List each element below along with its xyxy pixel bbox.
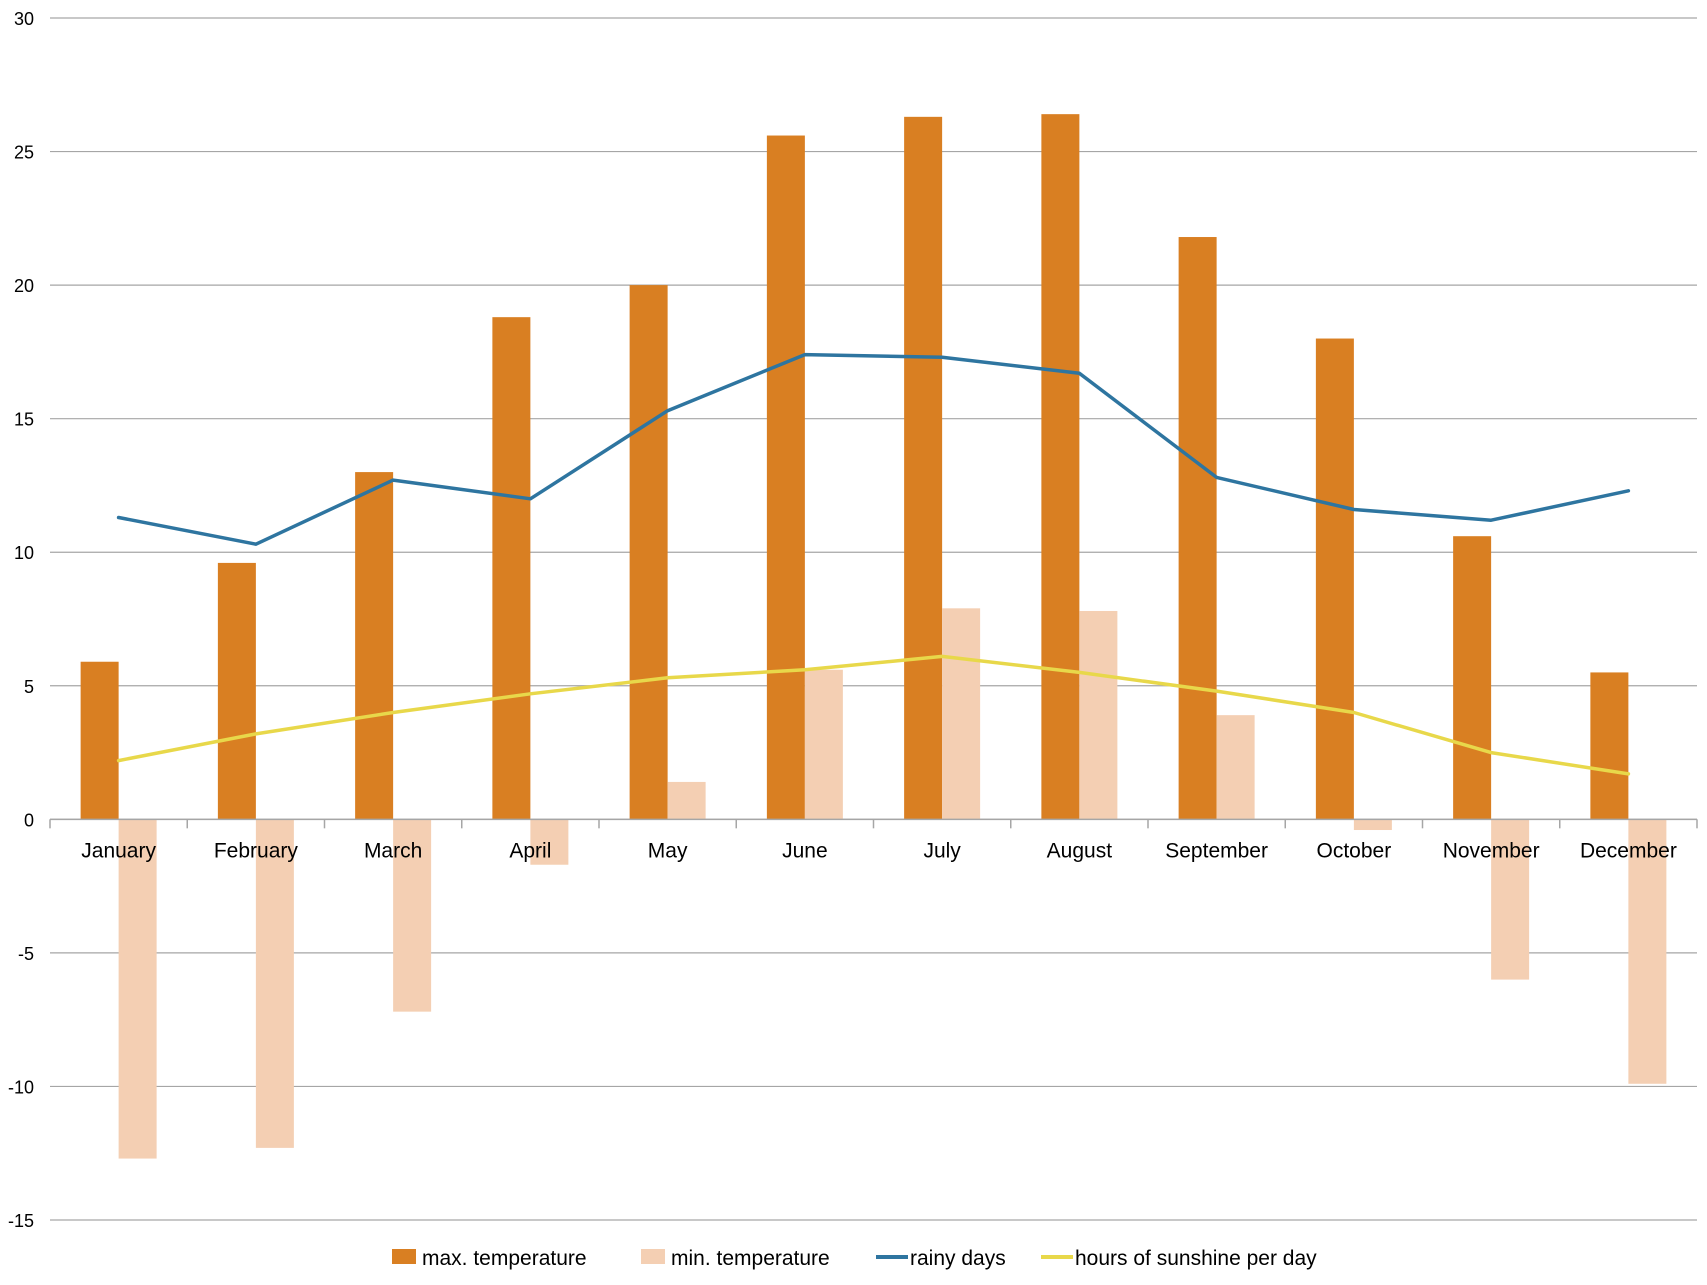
x-tick-label: June <box>782 839 828 862</box>
y-tick-label: -5 <box>18 944 34 964</box>
bar-min-temperature <box>1353 819 1392 831</box>
legend-label: hours of sunshine per day <box>1075 1247 1317 1270</box>
bar-max-temperature <box>217 562 256 820</box>
bar-min-temperature <box>667 781 706 820</box>
bar-min-temperature <box>1079 610 1118 820</box>
x-tick-label: October <box>1317 839 1392 862</box>
bar-max-temperature <box>904 116 943 820</box>
legend: max. temperature min. temperature rainy da… <box>392 1247 1317 1270</box>
lines <box>116 352 1631 776</box>
x-tick-label: September <box>1165 839 1268 862</box>
x-axis <box>49 818 1698 829</box>
bar-max-temperature <box>1590 672 1629 820</box>
bar-max-temperature <box>766 135 805 820</box>
bar-max-temperature <box>492 317 531 820</box>
gridlines <box>50 17 1697 1221</box>
bar-min-temperature <box>255 819 294 1148</box>
y-tick-label: 10 <box>14 543 34 563</box>
bar-min-temperature <box>530 819 569 865</box>
x-tick-label: January <box>81 839 156 862</box>
line-sunshine-hours <box>116 654 1631 776</box>
x-tick-label: December <box>1580 839 1677 862</box>
legend-swatch <box>641 1249 665 1264</box>
x-tick-label: November <box>1443 839 1540 862</box>
bar-min-temperature <box>118 819 157 1159</box>
x-tick-label: March <box>364 839 422 862</box>
bar-max-temperature <box>1178 237 1217 820</box>
bar-min-temperature <box>804 669 843 820</box>
x-tick-label: July <box>923 839 961 862</box>
legend-label: max. temperature <box>422 1247 587 1270</box>
bar-min-temperature <box>1491 819 1530 980</box>
legend-label: rainy days <box>910 1247 1006 1270</box>
x-tick-label: April <box>509 839 551 862</box>
line-rainy-days <box>116 352 1631 546</box>
y-tick-label: 15 <box>14 410 34 430</box>
bar-min-temperature <box>1628 819 1667 1084</box>
bar-max-temperature <box>629 285 668 820</box>
y-tick-label: 30 <box>14 9 34 29</box>
x-axis-labels: January February March April May June July Augu… <box>81 839 1677 862</box>
x-tick-label: February <box>214 839 299 862</box>
bar-max-temperature <box>1315 338 1354 820</box>
y-tick-label: -15 <box>8 1211 34 1231</box>
y-tick-label: -10 <box>8 1077 34 1097</box>
bar-min-temperature <box>942 608 981 820</box>
legend-swatch <box>392 1249 416 1264</box>
x-tick-label: May <box>648 839 688 862</box>
y-tick-label: 0 <box>24 810 34 830</box>
y-tick-label: 20 <box>14 276 34 296</box>
bar-max-temperature <box>1041 114 1080 820</box>
y-tick-label: 25 <box>14 143 34 163</box>
y-axis-ticks: 30 25 20 15 10 5 0 -5 -10 -15 <box>8 9 34 1231</box>
bar-min-temperature <box>1216 715 1255 820</box>
bar-max-temperature <box>80 661 119 820</box>
bar-min-temperature <box>393 819 432 1012</box>
bar-max-temperature <box>355 472 394 820</box>
bars <box>80 114 1667 1159</box>
bar-max-temperature <box>1453 536 1492 820</box>
legend-label: min. temperature <box>671 1247 830 1270</box>
y-tick-label: 5 <box>24 677 34 697</box>
x-tick-label: August <box>1047 839 1113 862</box>
